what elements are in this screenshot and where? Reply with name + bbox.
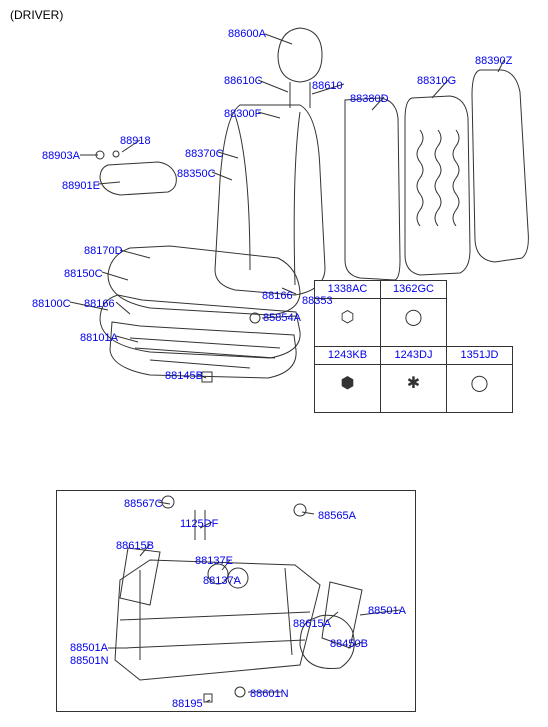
- part-label: 88353: [302, 295, 333, 307]
- part-label: 85854A: [263, 312, 301, 324]
- part-label: 88145B: [165, 370, 203, 382]
- part-label: 88166: [262, 290, 293, 302]
- part-label: 88501N: [70, 655, 109, 667]
- lower-assembly-box: [56, 490, 416, 712]
- part-label: 88166: [84, 298, 115, 310]
- part-label: 88350C: [177, 168, 216, 180]
- part-label: 88100C: [32, 298, 71, 310]
- part-label: 88310G: [417, 75, 456, 87]
- part-label: 88610: [312, 80, 343, 92]
- part-label: 88390Z: [475, 55, 512, 67]
- part-label: 88195: [172, 698, 203, 710]
- part-label: 88380D: [350, 93, 389, 105]
- part-label: 88450B: [330, 638, 368, 650]
- part-label: 88918: [120, 135, 151, 147]
- part-label: 88901E: [62, 180, 100, 192]
- part-label: 88903A: [42, 150, 80, 162]
- cushion-pad: [100, 295, 300, 358]
- part-label: 88137E: [195, 555, 233, 567]
- hardware-glyph: ◯: [381, 299, 447, 347]
- part-label: 88565A: [318, 510, 356, 522]
- part-label: 88567C: [124, 498, 163, 510]
- seatback-panel: [345, 98, 400, 280]
- part-label: 88370C: [185, 148, 224, 160]
- hardware-code: 1243DJ: [381, 347, 447, 365]
- back-cover: [472, 70, 528, 262]
- part-label: 88150C: [64, 268, 103, 280]
- part-label: 88170D: [84, 245, 123, 257]
- seatback-outline: [215, 105, 325, 295]
- part-label: 88615A: [293, 618, 331, 630]
- part-label: 88300F: [224, 108, 261, 120]
- hardware-glyph: ◯: [447, 365, 513, 413]
- parts-diagram: (DRIVER): [0, 0, 548, 727]
- part-label: 88501A: [368, 605, 406, 617]
- part-label: 1125DF: [180, 518, 218, 530]
- hardware-glyph: ✱: [381, 365, 447, 413]
- headrest-outline: [278, 28, 322, 82]
- hardware-code: 1243KB: [315, 347, 381, 365]
- part-label: 88600A: [228, 28, 266, 40]
- part-label: 88101A: [80, 332, 118, 344]
- hardware-code: 1362GC: [381, 281, 447, 299]
- part-label: 88601N: [250, 688, 289, 700]
- heater-panel: [405, 96, 470, 275]
- part-label: 88501A: [70, 642, 108, 654]
- part-label: 88615B: [116, 540, 154, 552]
- armrest: [100, 162, 176, 195]
- part-label: 88610C: [224, 75, 263, 87]
- hardware-table: 1338AC1362GC⬡◯1243KB1243DJ1351JD⬢✱◯: [314, 280, 513, 413]
- hardware-code: 1351JD: [447, 347, 513, 365]
- hardware-glyph: ⬢: [315, 365, 381, 413]
- part-label: 88137A: [203, 575, 241, 587]
